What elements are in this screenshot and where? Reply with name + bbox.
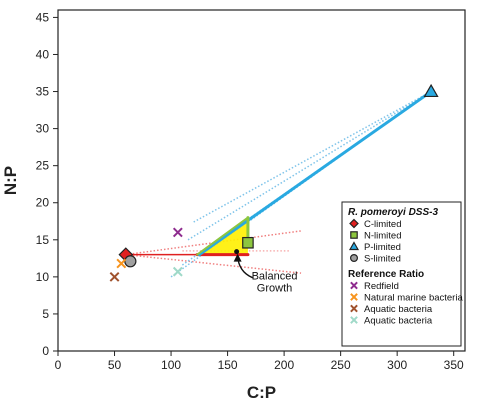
point-aquatic-bacteria: [109, 271, 120, 282]
legend-marker: [350, 281, 358, 290]
x-tick-label: 50: [108, 358, 122, 372]
y-tick-label: 15: [36, 233, 50, 247]
y-tick-label: 25: [36, 159, 50, 173]
legend-marker: [350, 254, 359, 263]
plot-frame: [57, 9, 466, 352]
point-n-limited: [242, 236, 254, 249]
y-axis-title: N:P: [1, 166, 20, 195]
point-p-limited: [423, 83, 439, 98]
x-tick-label: 300: [387, 358, 407, 372]
y-tick-label: 10: [36, 270, 50, 284]
y-tick-label: 45: [36, 10, 50, 24]
y-tick-label: 20: [36, 196, 50, 210]
balanced-growth-point: [234, 249, 240, 255]
x-tick-label: 250: [331, 358, 351, 372]
y-tick-label: 35: [36, 85, 50, 99]
y-tick-label: 30: [36, 122, 50, 136]
y-tick-label: 5: [42, 307, 49, 321]
legend-group-title: R. pomeroyi DSS-3: [348, 207, 438, 218]
legend-entry: N-limited: [364, 231, 401, 242]
arrowhead: [233, 253, 242, 262]
legend-box: [341, 201, 462, 347]
legend-entry: Aquatic bacteria: [364, 304, 433, 315]
legend-entry: Natural marine bacteria: [364, 293, 463, 304]
y-tick-label: 0: [42, 344, 49, 358]
point-redfield: [172, 227, 183, 238]
legend-group-title: Reference Ratio: [348, 269, 424, 280]
limitation-line: [197, 90, 433, 257]
balanced-growth-label: Balanced: [252, 271, 298, 283]
legend-marker: [350, 304, 358, 313]
legend-entry: Redfield: [364, 281, 399, 292]
x-tick-label: 100: [161, 358, 181, 372]
confidence-line: [125, 253, 302, 274]
y-tick-label: 40: [36, 47, 50, 61]
legend-entry: P-limited: [364, 242, 401, 253]
point-s-limited: [124, 255, 137, 268]
point-natural-marine-bacteria: [116, 258, 127, 269]
x-tick-label: 350: [444, 358, 464, 372]
point-aquatic-bacteria: [172, 266, 183, 277]
x-tick-label: 150: [218, 358, 238, 372]
legend-marker: [349, 218, 359, 229]
legend: R. pomeroyi DSS-3C-limitedN-limitedP-lim…: [341, 201, 463, 347]
legend-entry: C-limited: [364, 219, 401, 230]
legend-marker: [348, 241, 360, 251]
limitation-line: [196, 216, 249, 256]
x-tick-label: 200: [274, 358, 294, 372]
legend-marker: [350, 316, 358, 324]
legend-entry: S-limited: [364, 254, 401, 265]
legend-marker: [350, 293, 358, 301]
axes: 0 50 100 150 200 250 300 350 0 5 10 15 20 25 30 35 40 45 C…: [1, 9, 466, 402]
data-points: [109, 83, 439, 282]
balanced-growth-label: Growth: [257, 283, 292, 295]
x-tick-label: 0: [55, 358, 62, 372]
x-axis-title: C:P: [247, 383, 276, 402]
legend-marker: [350, 231, 358, 239]
legend-entry: Aquatic bacteria: [364, 316, 433, 327]
